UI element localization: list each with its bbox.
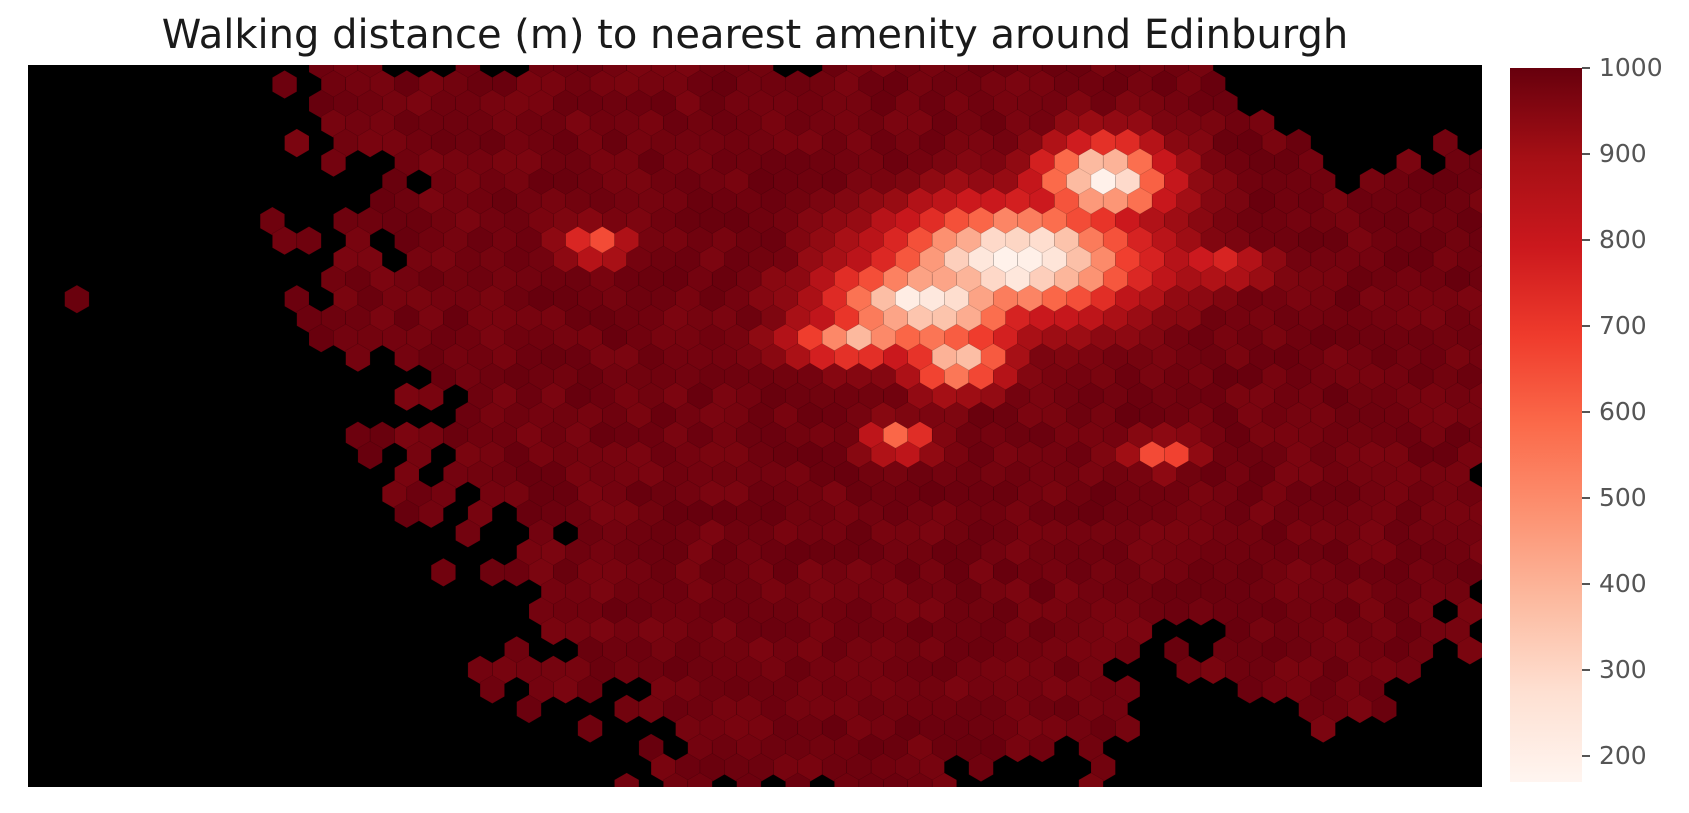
- hex-cell: [479, 674, 505, 704]
- colorbar-tick-label: 400: [1599, 569, 1647, 599]
- colorbar-tick-label: 300: [1599, 655, 1647, 685]
- hex-cell: [418, 499, 444, 529]
- colorbar-tick-mark: [1582, 239, 1590, 242]
- colorbar-tick-mark: [1582, 669, 1590, 672]
- hex-cell: [455, 518, 481, 548]
- colorbar-tick-label: 800: [1599, 225, 1647, 255]
- colorbar-fill: [1510, 68, 1582, 782]
- hex-cell: [1396, 655, 1422, 685]
- hex-cell: [1310, 714, 1336, 743]
- colorbar-tick-label: 600: [1599, 397, 1647, 427]
- hex-cell: [1078, 772, 1104, 787]
- hex-cell: [1115, 635, 1141, 665]
- hex-cell: [272, 70, 298, 99]
- hex-cell: [418, 382, 444, 412]
- colorbar-tick-mark: [1582, 153, 1590, 156]
- hex-cell: [284, 128, 310, 158]
- hex-cell: [577, 714, 603, 743]
- hexbin-map: [64, 65, 1482, 787]
- hex-cell: [1469, 148, 1482, 178]
- hex-cell: [296, 226, 322, 256]
- hex-cell: [614, 772, 640, 787]
- colorbar-gradient: [1510, 68, 1582, 782]
- plot-area: [28, 65, 1482, 787]
- hex-cell: [394, 382, 420, 412]
- hex-cell: [968, 753, 994, 782]
- colorbar-tick-mark: [1582, 325, 1590, 328]
- hex-cell: [1457, 635, 1482, 665]
- hex-cell: [785, 772, 811, 787]
- hex-cell: [1029, 733, 1055, 763]
- hex-cell: [357, 440, 383, 470]
- colorbar-ticks: 200 300 400 500 600 700 800 900 1000: [1582, 53, 1682, 782]
- colorbar-tick-mark: [1582, 497, 1590, 500]
- hex-cell: [736, 772, 762, 787]
- hex-cell: [931, 772, 957, 787]
- hex-cell: [430, 557, 456, 587]
- colorbar: [1510, 68, 1582, 782]
- chart-title: Walking distance (m) to nearest amenity …: [161, 12, 1349, 58]
- hex-cell: [64, 284, 90, 314]
- colorbar-tick-mark: [1582, 755, 1590, 758]
- colorbar-tick-mark: [1582, 411, 1590, 414]
- hex-cell: [1469, 499, 1482, 529]
- hex-cell: [1469, 382, 1482, 412]
- colorbar-tick-label: 900: [1599, 139, 1647, 169]
- hex-cell: [1469, 538, 1482, 568]
- hex-cell: [516, 694, 542, 724]
- hex-cell: [577, 674, 603, 704]
- hex-cell: [1115, 714, 1141, 743]
- hex-cell: [479, 557, 505, 587]
- hex-cell: [320, 148, 347, 178]
- colorbar-tick-mark: [1582, 583, 1590, 586]
- colorbar-tick-label: 500: [1599, 483, 1647, 513]
- hex-cell: [1469, 226, 1482, 256]
- hex-cell: [1469, 421, 1482, 451]
- colorbar-tick-label: 700: [1599, 311, 1647, 341]
- hex-cell: [1469, 187, 1482, 217]
- hex-cell: [687, 772, 713, 787]
- hex-cell: [345, 343, 371, 373]
- colorbar-tick-label: 200: [1599, 741, 1647, 771]
- hex-cell: [1469, 304, 1482, 334]
- colorbar-tick-mark: [1582, 67, 1590, 69]
- hex-cell: [1371, 694, 1397, 724]
- hex-cell: [1469, 343, 1482, 373]
- hex-cell: [1469, 265, 1482, 295]
- colorbar-tick-label: 1000: [1599, 53, 1663, 82]
- hex-cell: [614, 694, 640, 724]
